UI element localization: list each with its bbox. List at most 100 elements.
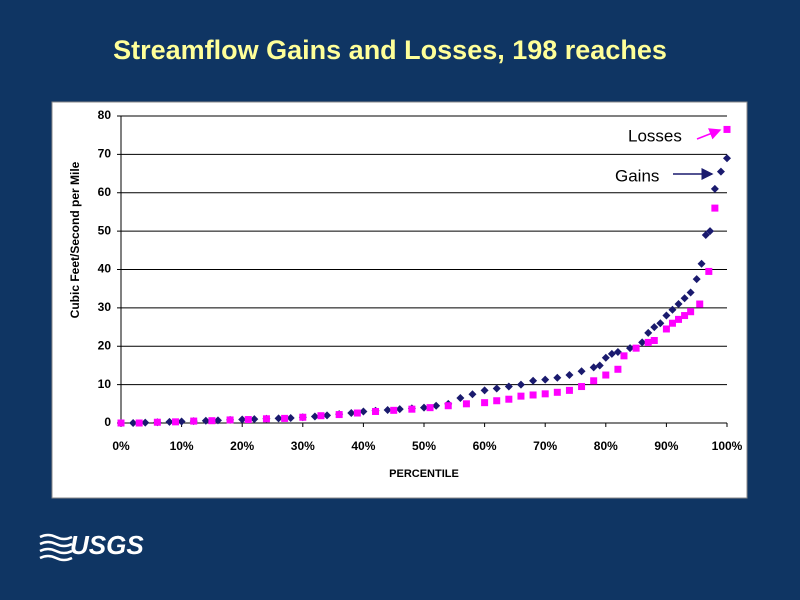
gains-point [668,305,677,314]
losses-point [299,413,307,421]
losses-point [517,392,525,400]
gains-point [626,344,635,353]
gains-point [250,415,259,424]
losses-point [493,397,501,405]
gains-point [662,311,671,320]
gains-point [541,375,550,384]
gains-point [553,373,562,382]
x-tick-label: 60% [473,439,497,453]
losses-point [505,395,513,403]
losses-point [317,412,325,420]
losses-point [244,416,252,424]
gains-point [710,184,719,193]
losses-point [529,391,537,399]
losses-point [602,371,610,379]
gains-point [383,405,392,414]
losses-point [681,312,689,320]
x-tick-label: 80% [594,439,618,453]
slide-title: Streamflow Gains and Losses, 198 reaches [113,35,667,65]
gains-point [323,411,332,420]
losses-point [696,300,704,308]
gains-point [674,300,683,309]
x-tick-label: 10% [170,439,194,453]
y-tick-label: 40 [98,262,112,276]
gains-point [456,394,465,403]
gains-point [395,405,404,414]
gains-point [723,154,731,163]
losses-point [675,315,683,323]
losses-point [723,125,731,133]
gains-point [692,275,701,284]
gains-point [680,294,689,303]
gains-point [577,367,586,376]
x-tick-label: 30% [291,439,315,453]
x-tick-label: 90% [654,439,678,453]
losses-point [353,409,361,417]
gains-point [686,288,695,297]
losses-point [190,417,198,425]
gains-point [504,382,513,391]
gains-point [701,230,710,239]
annotation-losses: Losses [628,126,682,145]
y-axis-label: Cubic Feet/Second per Mile [68,161,82,318]
x-axis-label: PERCENTILE [389,468,459,480]
logo-text: USGS [70,530,144,560]
losses-point [408,405,416,413]
gains-point [607,349,616,358]
losses-point [553,388,561,396]
gains-point [274,414,283,423]
gains-point [650,323,659,332]
losses-point [662,325,670,333]
losses-point [650,336,658,344]
x-tick-label: 40% [351,439,375,453]
losses-point [687,308,695,316]
gains-point [589,363,598,372]
gains-point [697,259,706,268]
gains-point [716,167,725,176]
gains-point [286,414,295,423]
gains-point [201,416,210,425]
losses-point [426,404,434,412]
losses-point [135,419,143,427]
gains-point [359,407,368,416]
gains-point [516,380,525,389]
losses-point [614,365,622,373]
losses-point [226,416,234,424]
losses-point [668,319,676,327]
gains-point [141,418,150,427]
y-tick-label: 20 [98,338,112,352]
y-tick-label: 0 [104,415,111,429]
losses-point [153,418,161,426]
losses-point [372,407,380,415]
gains-point [565,371,574,380]
gains-point [480,386,489,395]
losses-point [644,338,652,346]
gains-point [529,376,538,385]
gains-point [613,348,622,357]
y-tick-label: 30 [98,300,112,314]
losses-point [208,417,216,425]
losses-point [620,352,628,360]
gains-point [601,353,610,362]
losses-point [117,419,125,427]
losses-point [541,390,549,398]
gains-point [420,403,428,412]
losses-point [390,406,398,414]
gains-point [310,412,319,421]
y-tick-label: 50 [98,223,112,237]
x-tick-label: 100% [712,439,743,453]
y-tick-label: 70 [98,147,112,161]
gains-point [165,417,174,426]
gains-point [644,328,653,337]
gains-point [177,417,186,426]
losses-point [711,204,719,212]
logo-icon [39,533,73,562]
gains-point [213,416,222,425]
losses-point [172,418,180,426]
gains-point [492,384,501,393]
gains-point [706,227,715,236]
losses-point [281,414,289,422]
x-tick-label: 50% [412,439,436,453]
annotation-gains: Gains [615,166,659,185]
